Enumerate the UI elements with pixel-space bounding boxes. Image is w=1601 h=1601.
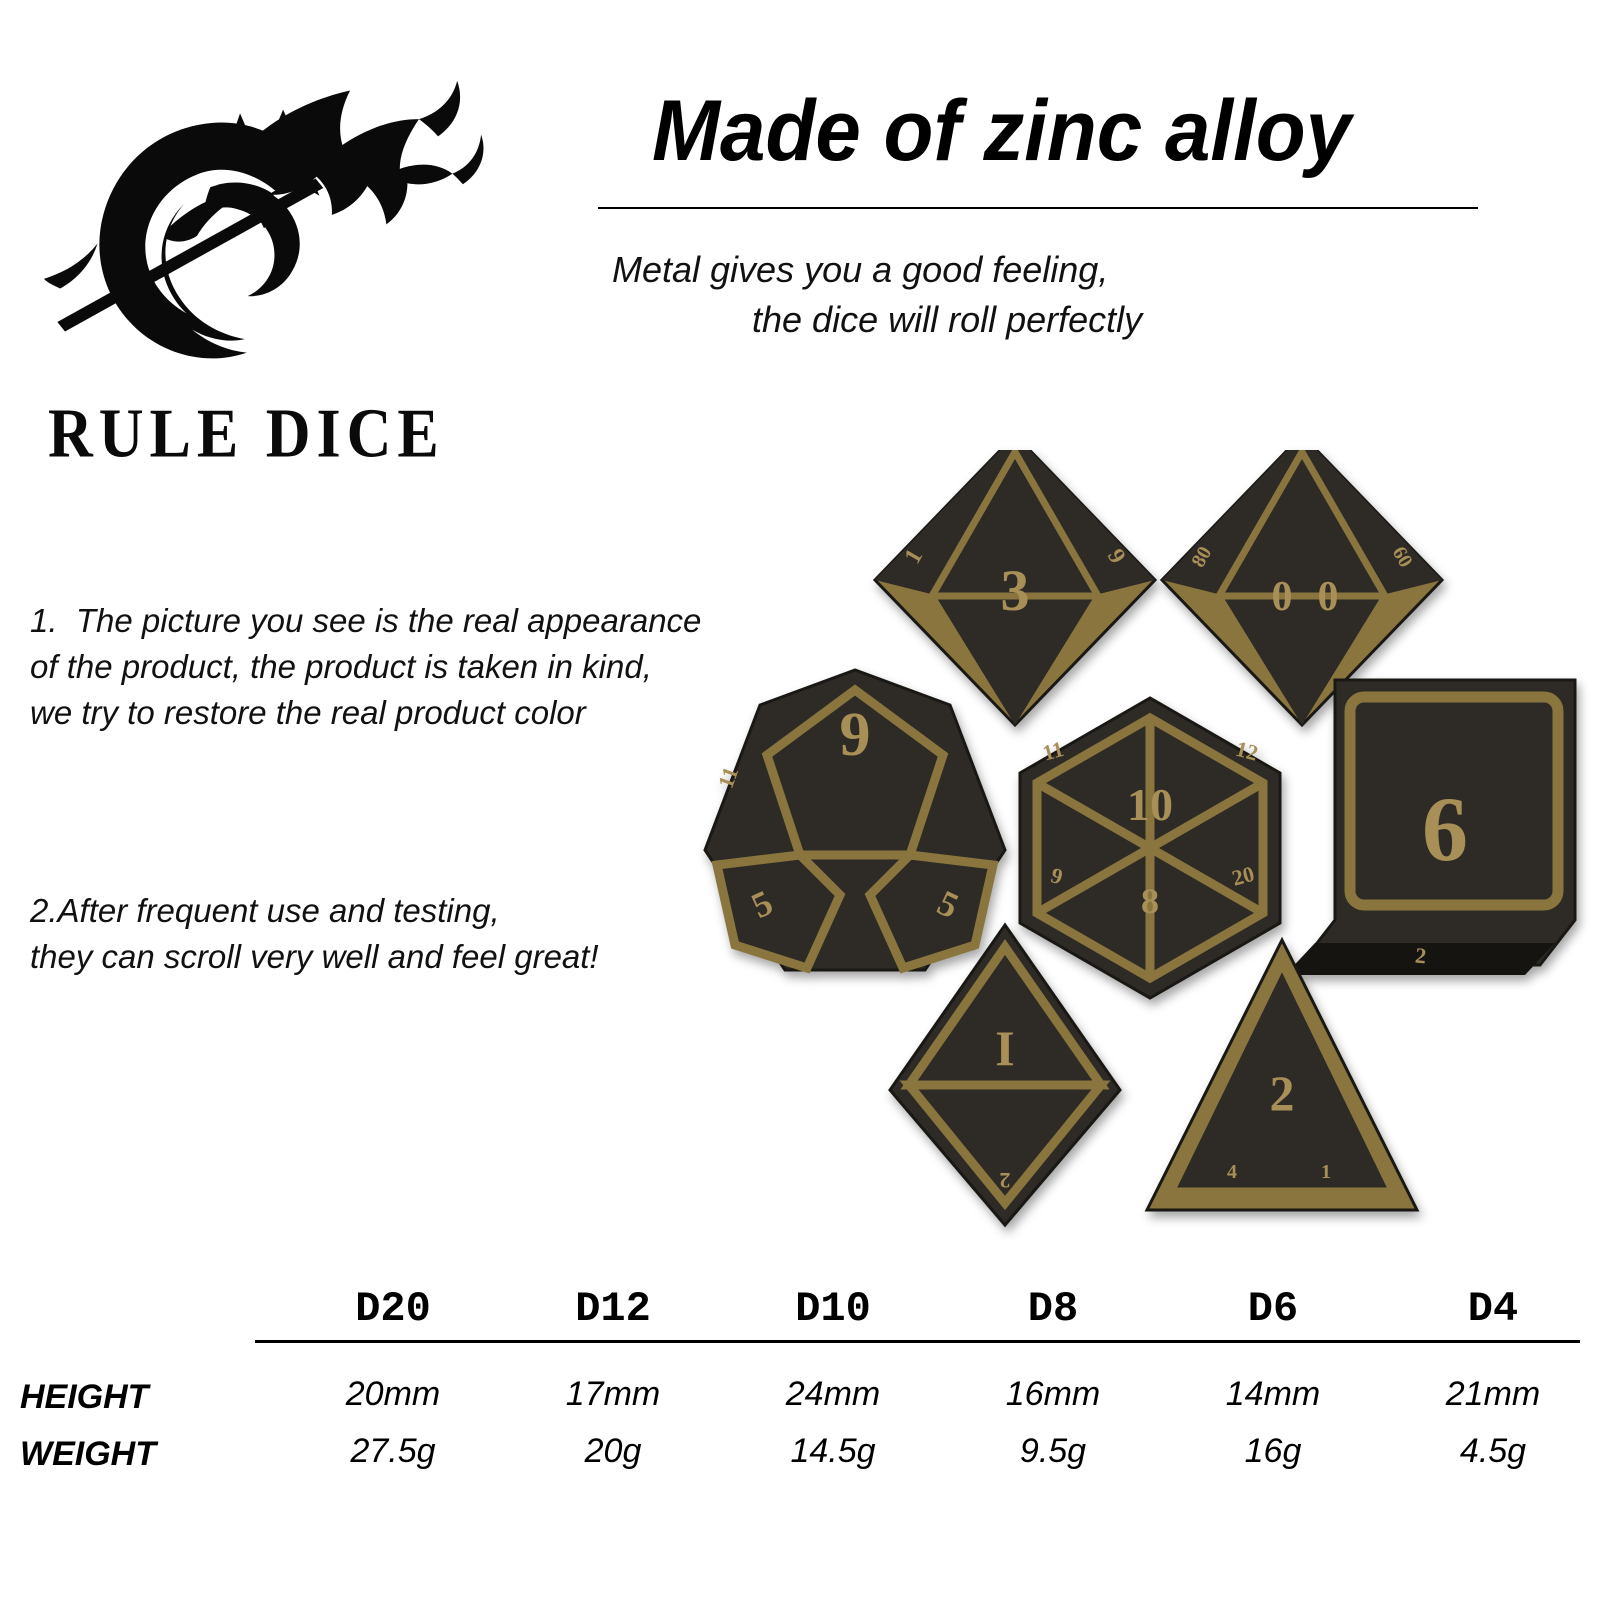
svg-text:10: 10 <box>1127 779 1173 830</box>
svg-text:9: 9 <box>840 701 871 769</box>
svg-text:1: 1 <box>1321 1161 1331 1183</box>
svg-text:6: 6 <box>1422 778 1468 880</box>
svg-text:0: 0 <box>1272 574 1293 620</box>
svg-text:8: 8 <box>1141 881 1159 921</box>
svg-text:I: I <box>995 1020 1014 1076</box>
svg-text:3: 3 <box>1001 558 1030 623</box>
svg-text:4: 4 <box>1227 1161 1237 1183</box>
svg-text:2: 2 <box>1270 1065 1295 1121</box>
svg-text:0: 0 <box>1318 574 1339 620</box>
svg-text:2: 2 <box>1000 1168 1011 1193</box>
